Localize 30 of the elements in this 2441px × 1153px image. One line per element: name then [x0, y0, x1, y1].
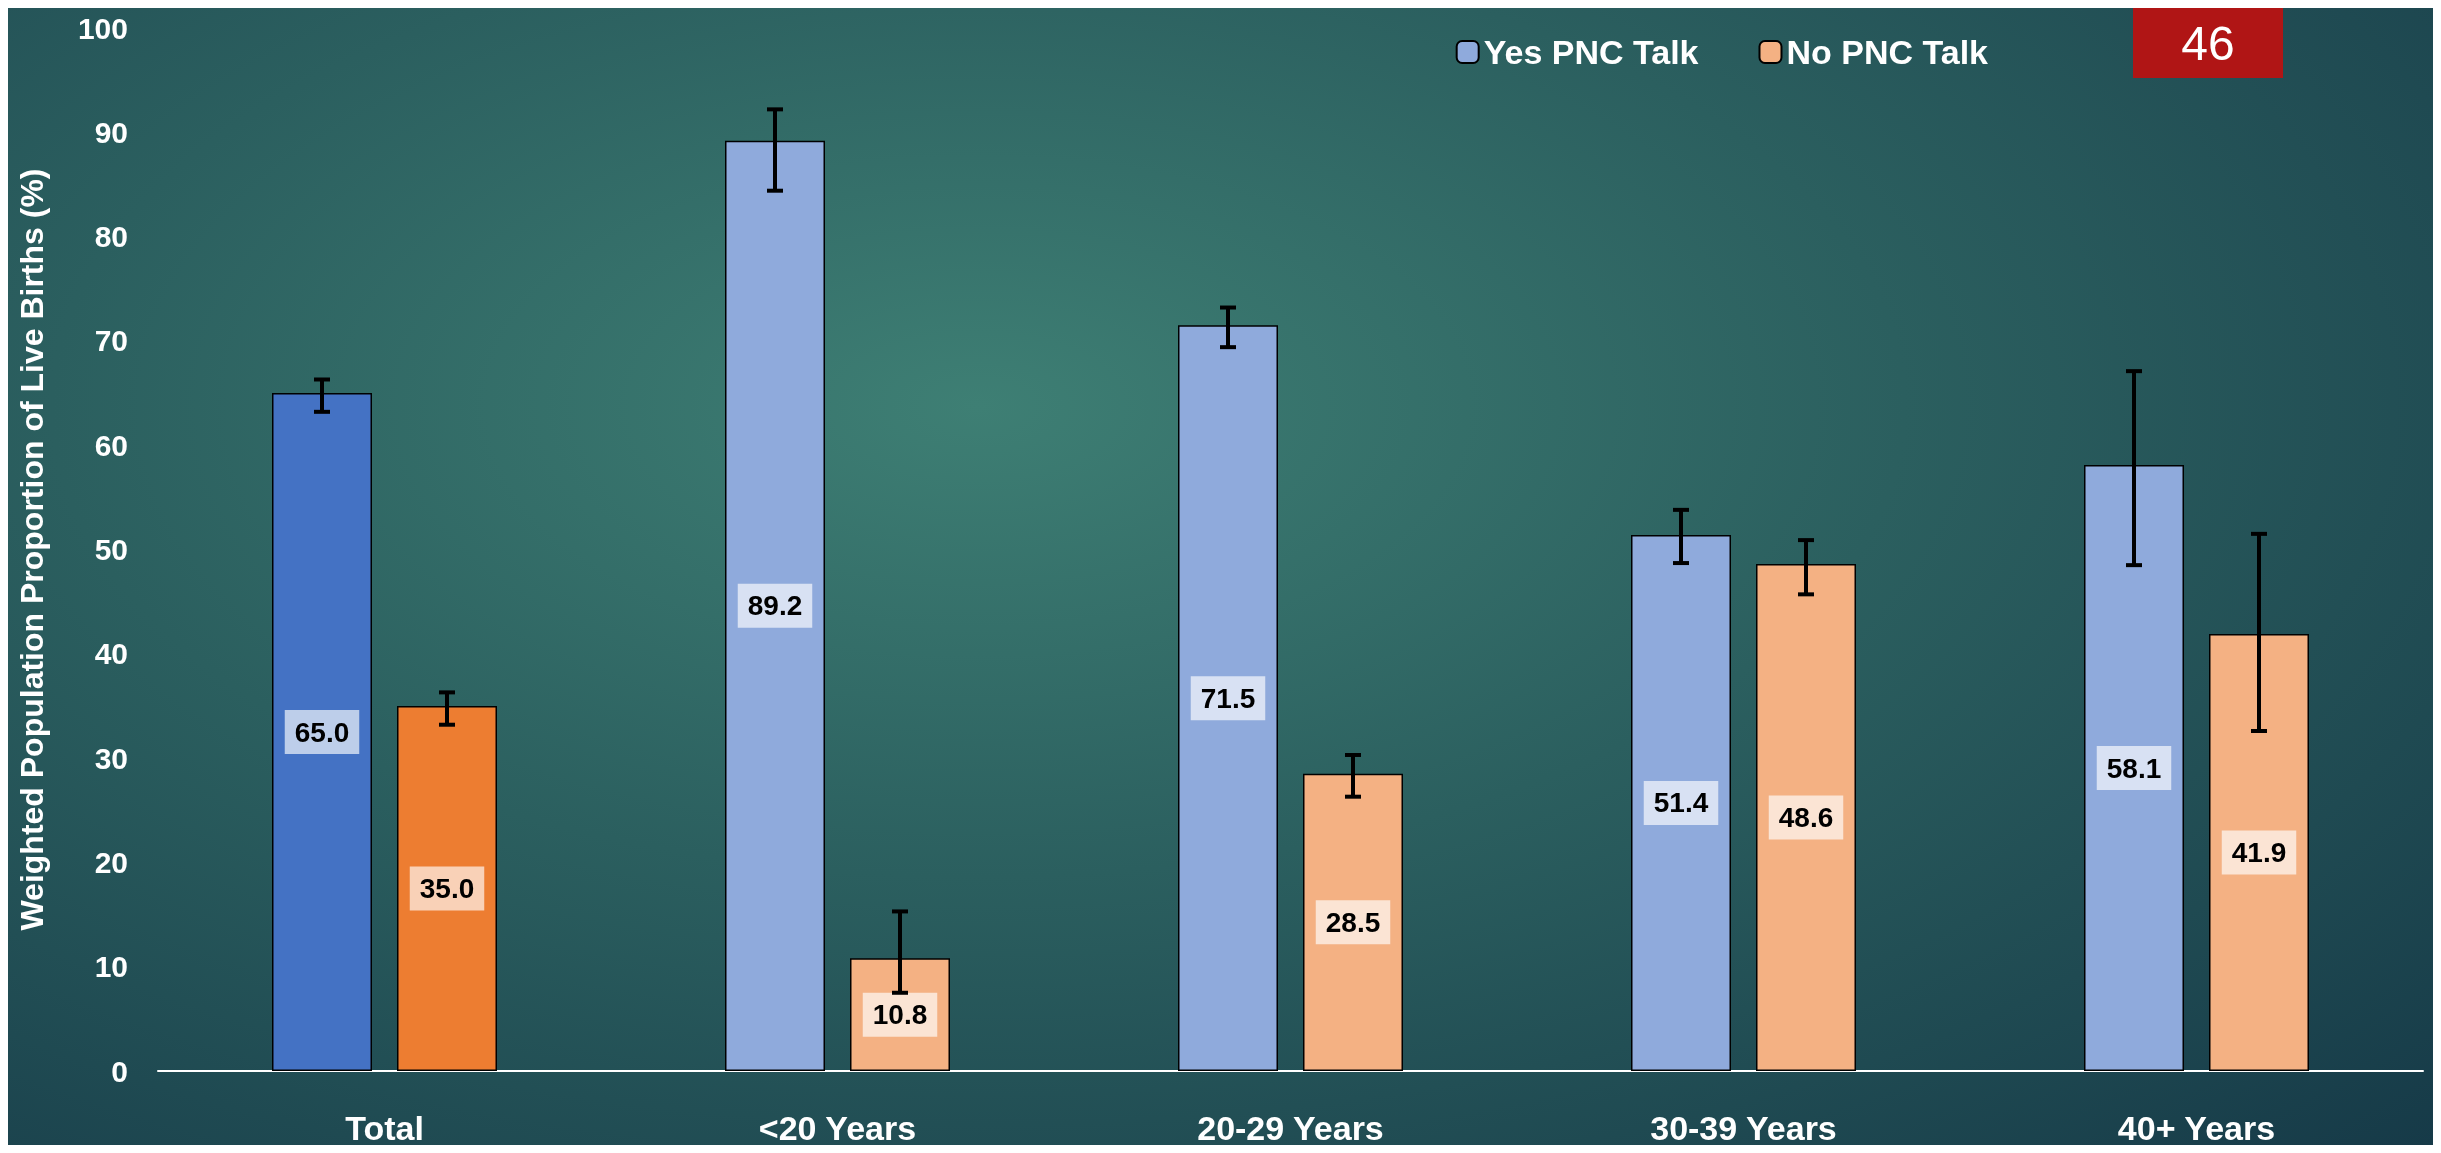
y-tick-label: 100	[77, 11, 128, 45]
legend-label: No PNC Talk	[1786, 33, 1989, 71]
x-tick-label: <20 Years	[758, 1109, 917, 1147]
data-label: 48.6	[1778, 802, 1834, 834]
data-label: 10.8	[872, 999, 928, 1031]
y-tick-label: 90	[94, 115, 128, 149]
data-label: 35.0	[419, 872, 475, 904]
y-tick-label: 50	[94, 533, 128, 566]
annotation: 46	[2181, 16, 2235, 70]
y-tick-label: 0	[111, 1054, 128, 1088]
data-label: 41.9	[2231, 836, 2287, 868]
x-tick-label: 30-39 Years	[1650, 1109, 1837, 1147]
data-label: 28.5	[1325, 906, 1381, 938]
data-label: 51.4	[1653, 787, 1709, 819]
x-tick-label: 40+ Years	[2117, 1109, 2276, 1147]
y-tick-label: 60	[94, 428, 128, 462]
legend-label: Yes PNC Talk	[1483, 33, 1699, 71]
data-label: 89.2	[747, 590, 803, 622]
y-tick-label: 20	[94, 845, 128, 879]
y-tick-label: 40	[94, 637, 128, 671]
x-tick-label: Total	[345, 1109, 424, 1147]
x-tick-label: 20-29 Years	[1197, 1109, 1384, 1147]
data-label: 58.1	[2106, 752, 2162, 784]
y-tick-label: 30	[94, 741, 128, 775]
y-tick-label: 70	[94, 324, 128, 358]
data-label: 65.0	[294, 716, 350, 748]
data-label: 71.5	[1200, 682, 1256, 714]
y-tick-label: 10	[94, 950, 128, 984]
y-axis-title: Weighted Population Proportion of Live Births (%)	[14, 168, 50, 931]
y-tick-label: 80	[94, 220, 128, 254]
